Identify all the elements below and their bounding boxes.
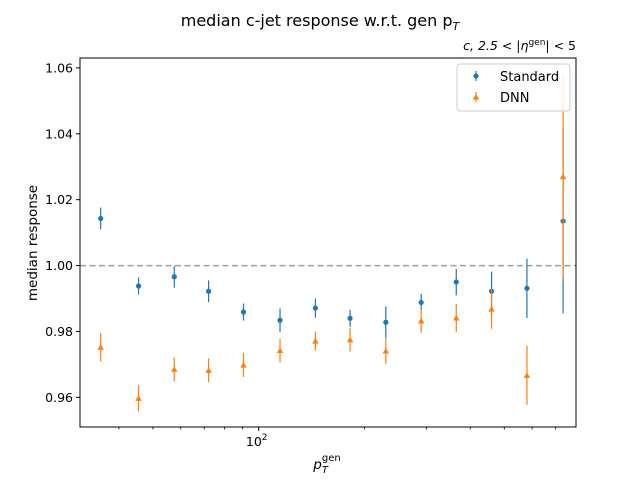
y-tick-label: 1.02 <box>45 192 73 207</box>
axis-ticks: 0.96 0.98 1.00 1.02 1.04 1.06 102 <box>45 60 557 449</box>
data-point-dnn <box>205 367 212 373</box>
data-point-standard <box>347 315 353 321</box>
data-point-standard <box>135 283 142 289</box>
data-point-standard <box>277 317 283 323</box>
data-point-standard <box>171 274 177 280</box>
data-point-dnn <box>346 336 354 343</box>
y-tick-label: 1.06 <box>45 60 73 75</box>
plot-frame <box>79 57 577 428</box>
legend-markers <box>472 71 480 102</box>
legend-marker-standard <box>473 73 479 79</box>
data-point-standard <box>98 215 104 222</box>
data-point-dnn <box>312 337 319 344</box>
legend: Standard DNN <box>456 63 571 112</box>
data-point-dnn <box>559 173 567 180</box>
data-point-dnn <box>523 372 531 378</box>
data-point-standard <box>205 288 212 294</box>
y-tick-label: 0.96 <box>45 390 73 405</box>
data-point-dnn <box>276 347 284 354</box>
data-point-standard <box>524 285 530 291</box>
data-point-dnn <box>382 347 389 354</box>
y-tick-label: 0.98 <box>45 324 73 339</box>
legend-box <box>456 63 571 112</box>
y-tick-label: 1.04 <box>45 126 73 141</box>
legend-label-dnn: DNN <box>500 91 529 106</box>
x-axis-label: pTgen <box>312 453 341 476</box>
data-point-dnn <box>488 305 495 312</box>
chart-title: median c-jet response w.r.t. gen pT <box>181 11 461 33</box>
region-annotation: c, 2.5 < |ηgen| < 5 <box>463 38 576 53</box>
data-point-dnn <box>135 395 142 401</box>
data-point-standard <box>240 309 247 315</box>
y-axis-label: median response <box>25 185 41 301</box>
data-point-standard <box>418 299 424 306</box>
data-point-dnn <box>171 366 178 372</box>
legend-marker-dnn <box>472 93 480 100</box>
plot-marks <box>80 74 576 412</box>
data-point-standard <box>312 305 319 311</box>
data-point-dnn <box>453 314 460 321</box>
data-point-dnn <box>240 361 247 368</box>
data-point-standard <box>383 319 389 325</box>
data-point-dnn <box>417 317 425 324</box>
x-tick-label: 102 <box>246 433 268 449</box>
y-tick-label: 1.00 <box>45 258 73 273</box>
legend-label-standard: Standard <box>500 70 559 85</box>
data-point-standard <box>453 279 459 285</box>
data-point-dnn <box>97 344 104 350</box>
